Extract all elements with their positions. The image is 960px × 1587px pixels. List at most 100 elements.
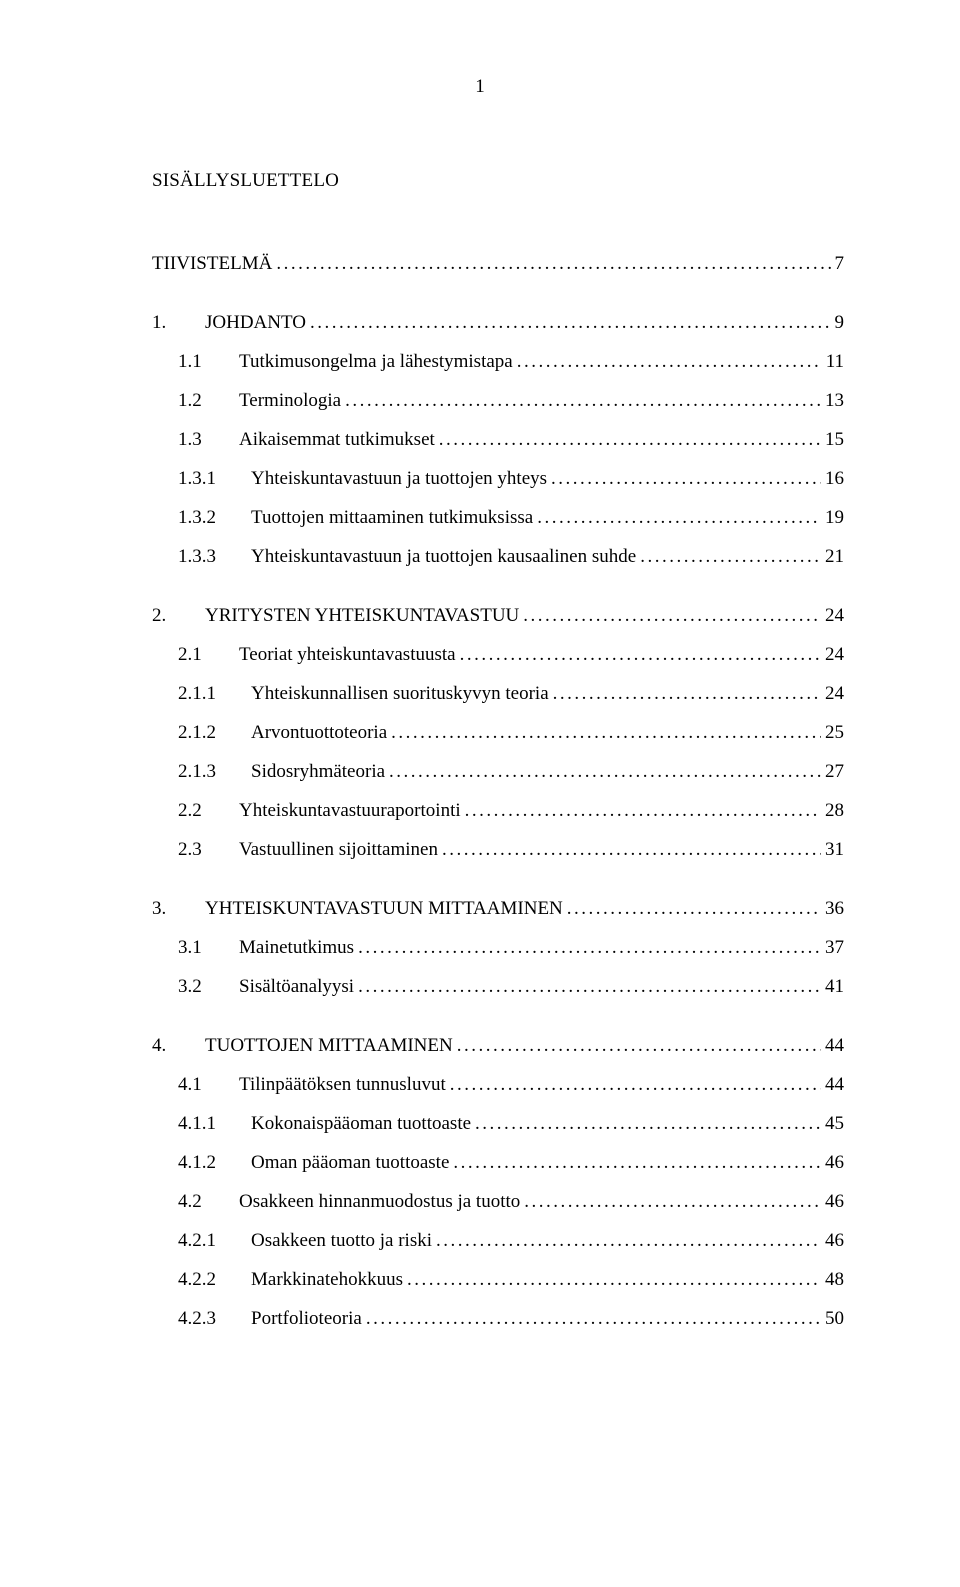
toc-entry-title: Osakkeen tuotto ja riski [251,1230,432,1251]
toc-entry-page: 46 [825,1192,844,1211]
toc-entry: 3.1 Mainetutkimus37 [152,938,844,957]
toc-entry-number: 1.3.1 [178,469,232,488]
toc-gap [152,371,844,391]
toc-gap [152,566,844,606]
toc-entry-number: 2. [152,606,186,625]
toc-entry-title: Sisältöanalyysi [239,976,354,997]
toc-leader-dots [389,762,821,781]
toc-gap [152,742,844,762]
toc-entry-title: Terminologia [239,390,341,411]
toc-entry-label: 1.3.1 Yhteiskuntavastuun ja tuottojen yh… [152,469,547,488]
toc-gap [152,449,844,469]
toc-entry-label: 4.2.1 Osakkeen tuotto ja riski [152,1231,432,1250]
toc-gap [152,1289,844,1309]
toc-gap [152,625,844,645]
toc-entry-label: 4.2.2 Markkinatehokkuus [152,1270,403,1289]
toc-entry-page: 25 [825,723,844,742]
toc-entry-title: TUOTTOJEN MITTAAMINEN [205,1035,453,1056]
toc-leader-dots [358,977,821,996]
toc-entry-number: 4.2.1 [178,1231,232,1250]
toc-entry-number: 4.2.3 [178,1309,232,1328]
toc-entry-page: 41 [825,977,844,996]
toc-entry-page: 46 [825,1231,844,1250]
toc-entry-number: 2.1.3 [178,762,232,781]
toc-leader-dots [640,547,821,566]
toc-entry-title: TIIVISTELMÄ [152,253,272,274]
toc-leader-dots [310,313,831,332]
toc-leader-dots [457,1036,821,1055]
toc-entry-number: 4.1.1 [178,1114,232,1133]
toc-entry-title: JOHDANTO [205,312,306,333]
toc-entry-number: 3.1 [178,938,220,957]
toc-entry: 4.2 Osakkeen hinnanmuodostus ja tuotto 46 [152,1192,844,1211]
toc-entry-number: 3.2 [178,977,220,996]
toc-entry: 1.2 Terminologia13 [152,391,844,410]
toc-entry-number: 2.1 [178,645,220,664]
toc-entry-number: 3. [152,899,186,918]
toc-leader-dots [524,1192,821,1211]
toc-entry-title: Teoriat yhteiskuntavastuusta [239,644,456,665]
toc-entry-title: Aikaisemmat tutkimukset [239,429,435,450]
toc-leader-dots [439,430,821,449]
toc-entry-title: Arvontuottoteoria [251,722,387,743]
toc-entry-title: Kokonaispääoman tuottoaste [251,1113,471,1134]
toc-entry-number: 4.1 [178,1075,220,1094]
toc-gap [152,1211,844,1231]
toc-entry: 1.3.1 Yhteiskuntavastuun ja tuottojen yh… [152,469,844,488]
toc-gap [152,703,844,723]
toc-entry-page: 36 [825,899,844,918]
toc-entry-page: 24 [825,684,844,703]
toc-entry-page: 9 [835,313,845,332]
toc-leader-dots [391,723,821,742]
toc-entry-label: 3.1 Mainetutkimus [152,938,354,957]
toc-entry-number: 2.2 [178,801,220,820]
toc-entry-number: 4.2.2 [178,1270,232,1289]
toc-entry-number: 4.1.2 [178,1153,232,1172]
toc-entry: 2.1.3 Sidosryhmäteoria27 [152,762,844,781]
toc-entry-title: Tuottojen mittaaminen tutkimuksissa [251,507,533,528]
toc-entry-label: 4.1.2 Oman pääoman tuottoaste [152,1153,449,1172]
toc-entry-number: 4. [152,1036,186,1055]
toc-leader-dots [553,684,821,703]
toc-entry-page: 21 [825,547,844,566]
toc-entry: 3. YHTEISKUNTAVASTUUN MITTAAMINEN36 [152,899,844,918]
toc-entry-page: 48 [825,1270,844,1289]
toc-gap [152,781,844,801]
toc-entry: 2.1 Teoriat yhteiskuntavastuusta24 [152,645,844,664]
toc-entry-title: Portfolioteoria [251,1308,362,1329]
toc-leader-dots [475,1114,821,1133]
toc-entry-number: 1.3.3 [178,547,232,566]
toc-entry-label: 2.1.3 Sidosryhmäteoria [152,762,385,781]
toc-entry: 1.3.2 Tuottojen mittaaminen tutkimuksiss… [152,508,844,527]
toc-leader-dots [442,840,821,859]
toc-entry-label: 4.1.1 Kokonaispääoman tuottoaste [152,1114,471,1133]
toc-entry-number: 2.1.1 [178,684,232,703]
toc-entry-label: 4. TUOTTOJEN MITTAAMINEN [152,1036,453,1055]
toc-gap [152,1094,844,1114]
toc-gap [152,332,844,352]
toc-gap [152,996,844,1036]
toc-entry-title: Tutkimusongelma ja lähestymistapa [239,351,513,372]
toc-entry: 4.2.2 Markkinatehokkuus 48 [152,1270,844,1289]
toc-entry-label: 3.2 Sisältöanalyysi [152,977,354,996]
toc-gap [152,1055,844,1075]
toc-entry-label: 2.1.1 Yhteiskunnallisen suorituskyvyn te… [152,684,549,703]
toc-gap [152,273,844,313]
toc-entry-title: Yhteiskunnallisen suorituskyvyn teoria [251,683,549,704]
toc-entry-page: 15 [825,430,844,449]
toc-entry-label: 4.2.3 Portfolioteoria [152,1309,362,1328]
toc-gap [152,918,844,938]
toc-entry-title: YRITYSTEN YHTEISKUNTAVASTUU [205,605,519,626]
toc-entry-title: Tilinpäätöksen tunnusluvut [239,1074,446,1095]
toc-entry-title: Yhteiskuntavastuuraportointi [239,800,461,821]
toc-entry: 1.1 Tutkimusongelma ja lähestymistapa11 [152,352,844,371]
toc-entry-title: Mainetutkimus [239,937,354,958]
toc-entry-label: 4.1 Tilinpäätöksen tunnusluvut [152,1075,446,1094]
toc-entry: 2.3 Vastuullinen sijoittaminen31 [152,840,844,859]
toc-leader-dots [345,391,821,410]
toc-entry-label: TIIVISTELMÄ [152,254,272,273]
toc-entry-title: Vastuullinen sijoittaminen [239,839,438,860]
toc-entry-label: 1.1 Tutkimusongelma ja lähestymistapa [152,352,513,371]
toc-entry-label: 4.2 Osakkeen hinnanmuodostus ja tuotto [152,1192,520,1211]
toc-entry-number: 1.3 [178,430,220,449]
